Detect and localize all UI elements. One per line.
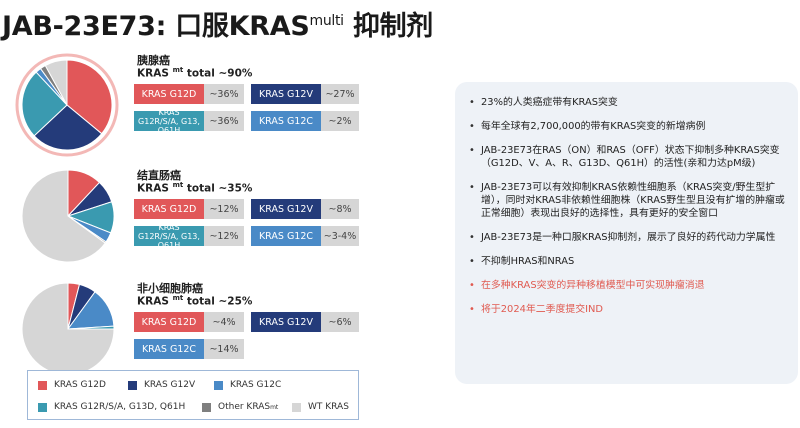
legend-swatch	[38, 380, 47, 390]
bullet-item: JAB-23E73在RAS（ON）和RAS（OFF）状态下抑制多种KRAS突变（…	[469, 144, 789, 170]
bullet-item: JAB-23E73可以有效抑制KRAS依赖性细胞系（KRAS突变/野生型扩增），…	[469, 181, 789, 220]
nsclc-g12c-cell: KRAS G12C	[134, 339, 204, 359]
colorectal-g12v-cell: KRAS G12V	[251, 199, 321, 219]
nsclc-g12v-pct: ~6%	[321, 312, 359, 332]
title-tail: 抑制剂	[343, 11, 433, 42]
legend-swatch	[214, 380, 223, 390]
pie-slice-wt	[21, 282, 115, 376]
nsclc-g12d-pct: ~4%	[204, 312, 244, 332]
bullet-item: 将于2024年二季度提交IND	[469, 303, 789, 316]
legend-item-g12c: KRAS G12C	[214, 380, 281, 390]
bullet-item: 每年全球有2,700,000的带有KRAS突变的新增病例	[469, 120, 789, 133]
legend-item-g12v: KRAS G12V	[128, 380, 195, 390]
colorectal-g12r-pct: ~12%	[204, 226, 244, 246]
legend-item-other: Other KRAS mt	[202, 402, 278, 412]
title-main: JAB-23E73: 口服KRAS	[2, 11, 310, 42]
legend: KRAS G12D KRAS G12V KRAS G12C KRAS G12R/…	[27, 370, 359, 420]
pancreatic-g12v-cell: KRAS G12V	[251, 84, 321, 104]
pie-slice-g12d	[66, 59, 113, 135]
pancreatic-g12d-cell: KRAS G12D	[134, 84, 204, 104]
bullet-item: 23%的人类癌症带有KRAS突变	[469, 96, 789, 109]
pie-slice-g12v	[33, 104, 103, 151]
section-total-pancreatic: KRAS mt total ~90%	[137, 66, 253, 80]
slide-title: JAB-23E73: 口服KRASmulti 抑制剂	[2, 4, 433, 43]
section-name-nsclc: 非小细胞肺癌	[137, 282, 203, 295]
colorectal-g12c-cell: KRAS G12C	[251, 226, 321, 246]
legend-swatch	[202, 402, 211, 412]
pie-slice-wt	[21, 169, 106, 263]
colorectal-g12r-cell: KRAS G12R/S/A, G13, Q61H	[134, 226, 204, 246]
pancreatic-g12d-pct: ~36%	[204, 84, 244, 104]
title-superscript: multi	[309, 13, 344, 29]
pie-slice-wt	[44, 59, 68, 106]
nsclc-g12v-cell: KRAS G12V	[251, 312, 321, 332]
legend-item-g12r: KRAS G12R/S/A, G13D, Q61H	[38, 402, 185, 412]
bullet-list: 23%的人类癌症带有KRAS突变每年全球有2,700,000的带有KRAS突变的…	[469, 96, 789, 327]
pancreatic-g12r-cell: KRAS G12R/S/A, G13, Q61H	[134, 111, 204, 131]
section-total-nsclc: KRAS mt total ~25%	[137, 294, 253, 308]
colorectal-g12c-pct: ~3-4%	[321, 226, 359, 246]
pancreatic-g12v-pct: ~27%	[321, 84, 359, 104]
legend-item-g12d: KRAS G12D	[38, 380, 106, 390]
colorectal-g12v-pct: ~8%	[321, 199, 359, 219]
colorectal-g12d-pct: ~12%	[204, 199, 244, 219]
pie-highlight-ring	[15, 53, 119, 157]
nsclc-pie-chart	[21, 282, 115, 376]
legend-item-wt: WT KRAS	[292, 402, 349, 412]
legend-swatch	[128, 380, 137, 390]
pie-slice-g12r-etc	[21, 71, 68, 137]
nsclc-g12c-pct: ~14%	[204, 339, 244, 359]
section-name-colorectal: 结直肠癌	[137, 169, 181, 182]
pancreatic-g12c-pct: ~2%	[321, 111, 359, 131]
section-name-pancreatic: 胰腺癌	[137, 54, 170, 67]
section-total-colorectal: KRAS mt total ~35%	[137, 181, 253, 195]
pancreatic-pie-chart	[15, 53, 119, 157]
legend-swatch	[38, 402, 47, 412]
colorectal-pie-chart	[21, 169, 115, 263]
bullet-item: JAB-23E73是一种口服KRAS抑制剂，展示了良好的药代动力学属性	[469, 231, 789, 244]
bullet-item: 不抑制HRAS和NRAS	[469, 255, 789, 268]
pancreatic-g12r-pct: ~36%	[204, 111, 244, 131]
bullet-item: 在多种KRAS突变的异种移植模型中可实现肿瘤消退	[469, 279, 789, 292]
colorectal-g12d-cell: KRAS G12D	[134, 199, 204, 219]
legend-swatch	[292, 402, 301, 412]
pancreatic-g12c-cell: KRAS G12C	[251, 111, 321, 131]
nsclc-g12d-cell: KRAS G12D	[134, 312, 204, 332]
